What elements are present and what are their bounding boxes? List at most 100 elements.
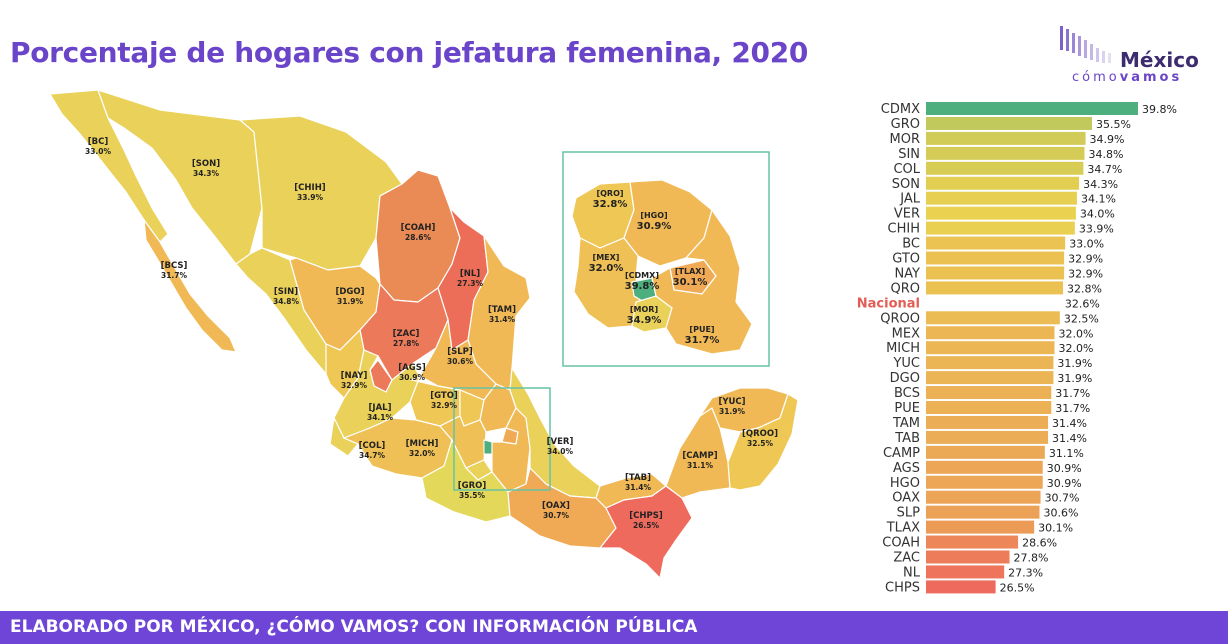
bar-label-coah: COAH [882,536,920,551]
inset-value-cdmx: 39.8% [625,281,660,292]
map-label-oax: [OAX] [542,501,570,511]
map-value-col: 34.7% [359,451,386,460]
map-label-mich: [MICH] [406,439,439,449]
map-value-gto: 32.9% [431,401,458,410]
state-cdmx [483,439,493,455]
state-qroo [727,393,799,491]
bar-value-cdmx: 39.8% [1142,103,1177,116]
inset-value-hgo: 30.9% [637,221,672,232]
bar-label-ags: AGS [893,461,920,476]
mexico-como-vamos-logo: México cómovamos [1058,24,1208,85]
bar-value-bcs: 31.7% [1055,387,1090,400]
bar-label-chih: CHIH [888,222,920,237]
bar-value-qroo: 32.5% [1064,312,1099,325]
inset-map [562,151,770,367]
bar-label-tlax: TLAX [886,521,920,536]
bar-chih [926,221,1075,235]
bar-value-oax: 30.7% [1045,492,1080,505]
bar-qroo [926,311,1060,325]
bar-label-oax: OAX [892,491,920,506]
bar-slp [926,505,1040,519]
bar-col [926,161,1084,175]
bar-value-son: 34.3% [1083,178,1118,191]
map-value-ver: 34.0% [547,447,574,456]
map-value-bc: 33.0% [85,147,112,156]
map-label-yuc: [YUC] [718,397,745,407]
bar-value-chih: 33.9% [1079,223,1114,236]
inset-label-pue: [PUE] [689,325,714,334]
bar-label-sin: SIN [898,147,920,162]
map-label-chih: [CHIH] [294,183,326,193]
state-camp [665,407,731,499]
map-value-mich: 32.0% [409,449,436,458]
bar-value-mich: 32.0% [1058,342,1093,355]
bar-value-tlax: 30.1% [1038,522,1073,535]
bar-chps [926,580,996,594]
bar-ver [926,206,1076,220]
bar-tam [926,415,1049,429]
map-label-chps: [CHPS] [629,511,663,521]
bar-yuc [926,356,1054,370]
state-bcs [143,217,237,353]
map-value-chih: 33.9% [297,193,324,202]
bar-value-sin: 34.8% [1088,148,1123,161]
inset-label-mex: [MEX] [593,253,620,262]
map-value-qroo: 32.5% [747,439,774,448]
inset-label-cdmx: [CDMX] [625,271,659,280]
inset-value-mex: 32.0% [589,263,624,274]
map-value-coah: 28.6% [405,233,432,242]
page-title: Porcentaje de hogares con jefatura femen… [10,36,809,69]
map-value-dgo: 31.9% [337,297,364,306]
bar-value-slp: 30.6% [1043,507,1078,520]
map-value-tab: 31.4% [625,483,652,492]
map-label-son: [SON] [192,159,220,169]
bar-label-nl: NL [903,565,921,580]
bar-camp [926,445,1045,459]
bar-gto [926,251,1065,265]
mexico-map: [BC]33.0%[SON]34.3%[CHIH]33.9%[BCS]31.7%… [48,89,799,580]
bar-ags [926,460,1043,474]
bar-label-son: SON [892,177,920,192]
logo-subtitle: cómovamos [1072,70,1182,85]
inset-label-layer: [QRO]32.8% [HGO]30.9% [MEX]32.0%[CDMX]39.8… [589,189,720,346]
footer-credit: ELABORADO POR MÉXICO, ¿CÓMO VAMOS? CON I… [0,611,1228,644]
map-label-slp: [SLP] [447,347,473,357]
map-value-son: 34.3% [193,169,220,178]
bar-value-nacional: 32.6% [1065,297,1100,310]
inset-value-mor: 34.9% [627,315,662,326]
map-label-ags: [AGS] [398,363,426,373]
bar-value-gto: 32.9% [1068,253,1103,266]
bar-label-nacional: Nacional [857,296,920,311]
bar-label-yuc: YUC [892,356,920,371]
bar-label-nay: NAY [894,266,920,281]
bar-tlax [926,520,1035,534]
map-label-nl: [NL] [460,269,480,279]
map-value-ags: 30.9% [399,373,426,382]
bar-label-gto: GTO [892,252,920,267]
map-value-chps: 26.5% [633,521,660,530]
inset-label-hgo: [HGO] [640,211,667,220]
bar-label-qro: QRO [891,281,921,296]
map-label-gto: [GTO] [430,391,458,401]
bar-value-ags: 30.9% [1047,462,1082,475]
bar-label-zac: ZAC [893,551,920,566]
map-label-zac: [ZAC] [393,329,420,339]
map-value-sin: 34.8% [273,297,300,306]
bar-chart: CDMX 39.8% GRO 35.5% MOR 34.9% SIN 34.8% COL 34.7… [857,102,1177,595]
state-chps [598,485,693,580]
zoom-box [453,387,551,491]
bar-son [926,176,1080,190]
bar-zac [926,550,1010,564]
map-value-nay: 32.9% [341,381,368,390]
bar-value-ver: 34.0% [1080,208,1115,221]
logo-sub-light: cómo [1072,70,1120,85]
bar-value-yuc: 31.9% [1057,357,1092,370]
map-label-coah: [COAH] [401,223,436,233]
bar-value-tam: 31.4% [1052,417,1087,430]
map-label-nay: [NAY] [341,371,368,381]
bar-label-tam: TAM [892,416,920,431]
bar-label-tab: TAB [894,431,920,446]
map-label-tam: [TAM] [488,305,516,315]
map-label-col: [COL] [359,441,386,451]
state-gro [421,438,511,523]
